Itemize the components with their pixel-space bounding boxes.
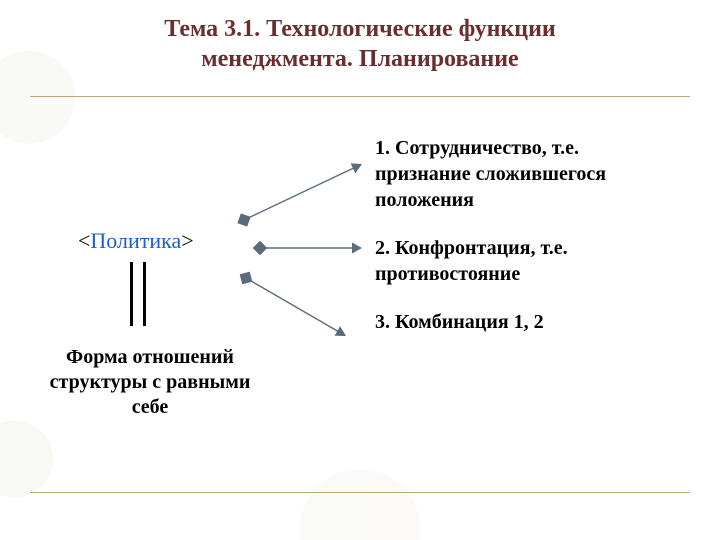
item-text: противостояние	[375, 263, 520, 285]
politics-label: <Политика>	[78, 228, 194, 254]
slide-title: Тема 3.1. Технологические функции менедж…	[0, 14, 720, 74]
politics-word: Политика	[90, 228, 181, 253]
divider-top	[30, 96, 690, 97]
item-number: 1.	[375, 137, 390, 159]
list-item: 1. Сотрудничество, т.е. признание сложив…	[375, 135, 695, 213]
title-line-1: Тема 3.1. Технологические функции	[164, 16, 556, 42]
parallel-bar	[143, 262, 146, 326]
title-line-2: менеджмента. Планирование	[201, 46, 518, 72]
item-number: 3.	[375, 311, 390, 333]
item-text: Комбинация 1, 2	[395, 311, 544, 333]
list-item: 3. Комбинация 1, 2	[375, 309, 695, 335]
definition-line: структуры с равными	[50, 371, 251, 393]
parallel-bars-icon	[130, 262, 146, 326]
item-text: признание сложившегося	[375, 163, 606, 185]
options-list: 1. Сотрудничество, т.е. признание сложив…	[375, 135, 695, 357]
divider-bottom	[30, 492, 690, 493]
slide: Тема 3.1. Технологические функции менедж…	[0, 0, 720, 540]
item-text: Конфронтация, т.е.	[395, 237, 568, 259]
parallel-bar	[130, 262, 133, 326]
definition-line: Форма отношений	[66, 346, 234, 368]
list-item: 2. Конфронтация, т.е. противостояние	[375, 235, 695, 287]
angle-bracket-close: >	[181, 228, 193, 253]
item-text: Сотрудничество, т.е.	[395, 137, 579, 159]
angle-bracket-open: <	[78, 228, 90, 253]
item-text: положения	[375, 189, 474, 211]
definition-line: себе	[132, 396, 169, 418]
politics-definition: Форма отношений структуры с равными себе	[25, 345, 275, 420]
item-number: 2.	[375, 237, 390, 259]
